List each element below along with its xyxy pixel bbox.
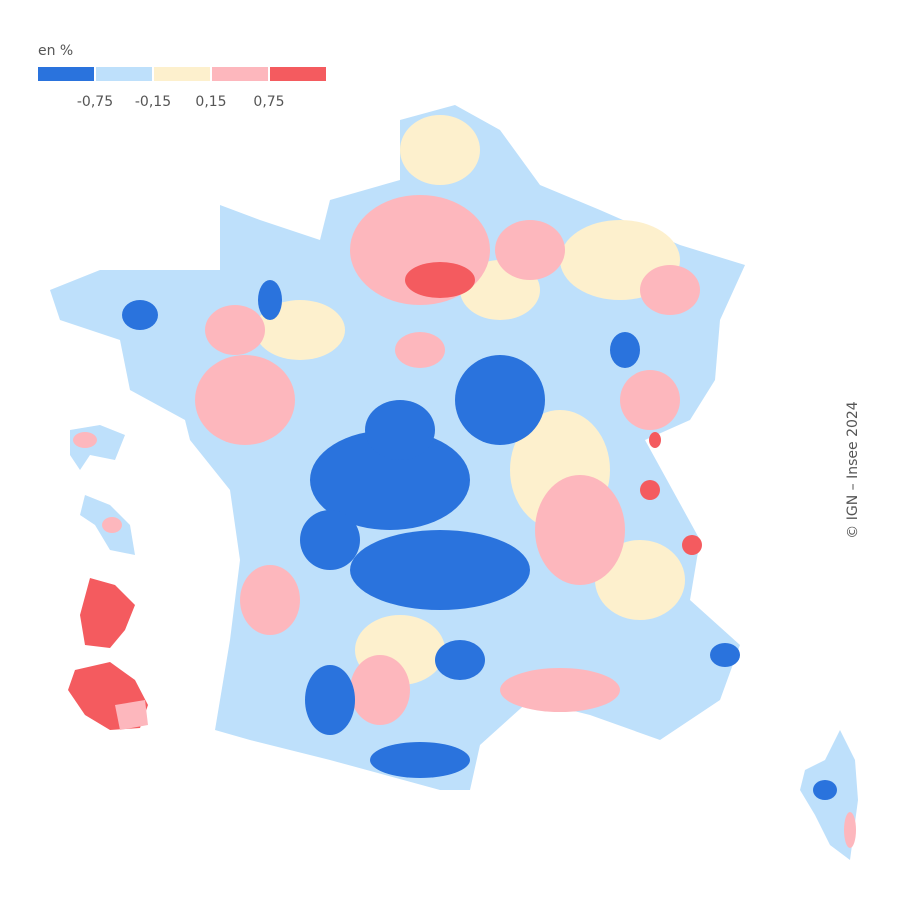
martinique-pink bbox=[102, 517, 122, 533]
legend-swatch bbox=[212, 67, 268, 81]
legend-label: -0,15 bbox=[135, 94, 171, 110]
pink-areas bbox=[195, 195, 700, 725]
legend: -0,75 -0,15 0,15 0,75 bbox=[38, 67, 326, 110]
guyane bbox=[80, 578, 135, 648]
legend-swatch bbox=[270, 67, 326, 81]
credit: © IGN – Insee 2024 bbox=[845, 401, 861, 538]
corsica-pink bbox=[844, 812, 856, 848]
legend-swatch bbox=[38, 67, 94, 81]
legend-label: 0,75 bbox=[253, 94, 284, 110]
corsica-dark bbox=[813, 780, 837, 800]
legend-label: -0,75 bbox=[77, 94, 113, 110]
corsica bbox=[800, 730, 858, 860]
legend-title: en % bbox=[38, 43, 73, 59]
legend-swatch bbox=[96, 67, 152, 81]
dark-blue-areas bbox=[122, 280, 740, 778]
guadeloupe-pink bbox=[73, 432, 97, 448]
reunion-pink bbox=[115, 700, 148, 730]
guadeloupe bbox=[70, 425, 125, 470]
overseas bbox=[68, 425, 148, 730]
legend-label: 0,15 bbox=[195, 94, 226, 110]
legend-swatch bbox=[154, 67, 210, 81]
metropolitan-france bbox=[50, 105, 745, 790]
red-areas bbox=[405, 262, 702, 555]
